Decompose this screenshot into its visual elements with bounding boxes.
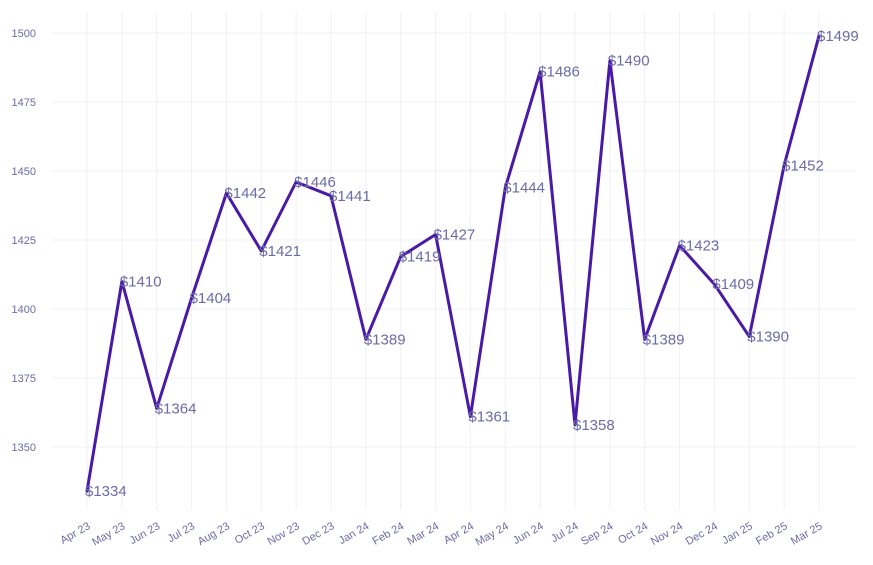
y-tick-label: 1450 <box>12 166 36 178</box>
data-label: $1441 <box>329 188 371 205</box>
data-label: $1334 <box>85 483 127 500</box>
data-label: $1446 <box>294 174 336 191</box>
y-tick-label: 1425 <box>12 235 36 247</box>
data-label: $1419 <box>399 249 441 266</box>
y-axis: 1350 1375 1400 1425 1450 1475 1500 <box>12 28 36 454</box>
x-tick-label: Feb 24 <box>371 520 407 548</box>
data-label: $1421 <box>259 243 301 260</box>
x-tick-label: Sep 24 <box>579 520 615 548</box>
data-label: $1390 <box>747 329 789 346</box>
x-tick-label: Oct 23 <box>233 520 267 547</box>
x-tick-label: Mar 25 <box>789 520 825 548</box>
x-tick-label: Nov 23 <box>265 520 301 548</box>
y-tick-label: 1500 <box>12 28 36 40</box>
x-tick-label: Apr 24 <box>442 520 476 547</box>
data-label: $1444 <box>503 180 545 197</box>
data-label: $1358 <box>573 417 615 434</box>
data-labels: $1334 $1410 $1364 $1404 $1442 $1421 $1446$1441… <box>85 28 859 500</box>
series-layer <box>85 34 821 493</box>
data-label: $1409 <box>712 276 754 293</box>
data-label: $1442 <box>224 185 266 202</box>
x-tick-label: Jan 25 <box>720 520 755 547</box>
x-tick-label: Aug 23 <box>196 520 232 548</box>
x-tick-label: Feb 25 <box>754 520 790 548</box>
data-label: $1404 <box>190 290 232 307</box>
x-tick-label: Jan 24 <box>337 520 372 547</box>
data-label: $1499 <box>817 28 859 45</box>
data-label: $1389 <box>643 331 685 348</box>
x-tick-label: May 23 <box>90 520 127 548</box>
x-tick-label: Jul 23 <box>166 520 197 545</box>
data-label: $1389 <box>364 331 406 348</box>
series-line <box>85 34 821 493</box>
x-tick-label: May 24 <box>474 520 511 548</box>
data-label: $1486 <box>538 64 580 81</box>
x-tick-label: Nov 24 <box>649 520 685 548</box>
x-tick-label: Jun 24 <box>511 520 546 547</box>
x-tick-label: Apr 23 <box>58 520 92 547</box>
y-tick-label: 1475 <box>12 97 36 109</box>
y-tick-label: 1350 <box>12 442 36 454</box>
data-label: $1423 <box>678 238 720 255</box>
data-label: $1427 <box>434 226 476 243</box>
x-tick-label: Jul 24 <box>549 520 580 545</box>
grid <box>52 12 856 510</box>
data-label: $1452 <box>782 157 824 174</box>
x-tick-label: Mar 24 <box>405 520 441 548</box>
x-tick-label: Oct 24 <box>616 520 650 547</box>
data-label: $1410 <box>120 273 162 290</box>
y-tick-label: 1400 <box>12 304 36 316</box>
x-tick-label: Jun 23 <box>128 520 163 547</box>
data-label: $1361 <box>468 409 510 426</box>
data-label: $1364 <box>155 400 197 417</box>
data-label: $1490 <box>608 53 650 70</box>
x-tick-label: Dec 23 <box>300 520 336 548</box>
x-tick-label: Dec 24 <box>684 520 720 548</box>
y-tick-label: 1375 <box>12 373 36 385</box>
